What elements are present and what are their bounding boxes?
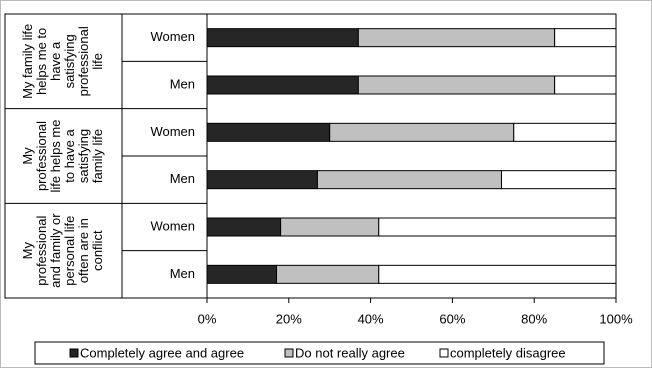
group-label-line: professional <box>34 216 49 286</box>
x-tick-label: 20% <box>276 311 302 326</box>
group-label-line: My <box>20 147 35 165</box>
group-label: My professional and family or personal life… <box>20 213 105 288</box>
category-label: Men <box>170 76 195 91</box>
x-tick-label: 0% <box>198 311 217 326</box>
bar-segment <box>500 170 617 190</box>
group-label-line: life <box>90 53 105 70</box>
bar-segment <box>206 28 359 48</box>
category-label: Women <box>150 29 195 44</box>
group-label-line: professional <box>76 26 91 96</box>
bar-segment <box>280 217 380 237</box>
bar-segment <box>357 28 556 48</box>
bar-segment <box>316 170 502 190</box>
group-label: My family life helps me to have a satisfyin… <box>20 24 105 99</box>
group-label-line: My family life <box>20 24 35 99</box>
group-label-line: helps me to <box>34 28 49 95</box>
bar-segment <box>206 122 331 142</box>
legend-label: Completely agree and agree <box>80 345 244 360</box>
bar-segment <box>206 75 359 95</box>
bar-segment <box>276 264 380 284</box>
category-label: Women <box>150 218 195 233</box>
plot-area <box>206 13 617 299</box>
group-label-line: and family or <box>48 213 63 288</box>
group-label-line: often are in <box>76 218 91 283</box>
bar-segment <box>206 217 282 237</box>
legend-swatch <box>284 348 294 358</box>
group-label-line: satisfying <box>62 34 77 88</box>
legend-swatch <box>69 348 79 358</box>
group-label-line: family life <box>90 129 105 183</box>
x-tick-label: 40% <box>358 311 384 326</box>
group-label-line: conflict <box>90 230 105 271</box>
x-tick-label: 60% <box>439 311 465 326</box>
group-label-line: life helps me <box>48 120 63 193</box>
bar-segment <box>329 122 515 142</box>
group-label-line: professional <box>34 121 49 191</box>
group-label-line: personal life <box>62 216 77 286</box>
bar-segment <box>554 28 617 48</box>
legend-box <box>34 341 605 365</box>
group-label-line: to have a <box>62 128 77 182</box>
legend-label: completely disagree <box>450 345 566 360</box>
bar-segment <box>206 264 278 284</box>
bar-segment <box>378 217 617 237</box>
legend-swatch <box>439 348 449 358</box>
group-label: My professional life helps me to have a sati… <box>20 120 105 193</box>
x-tick-label: 100% <box>599 311 633 326</box>
group-label-line: have a <box>48 41 63 81</box>
bar-segment <box>357 75 556 95</box>
bar-segment <box>378 264 617 284</box>
legend-label: Do not really agree <box>295 345 405 360</box>
bar-segment <box>206 170 318 190</box>
category-label: Women <box>150 124 195 139</box>
group-label-line: satisfying <box>76 129 91 183</box>
category-label: Men <box>170 171 195 186</box>
group-label-line: My <box>20 242 35 260</box>
category-label: Men <box>170 266 195 281</box>
x-tick-label: 80% <box>521 311 547 326</box>
bar-segment <box>554 75 617 95</box>
bar-segment <box>513 122 617 142</box>
